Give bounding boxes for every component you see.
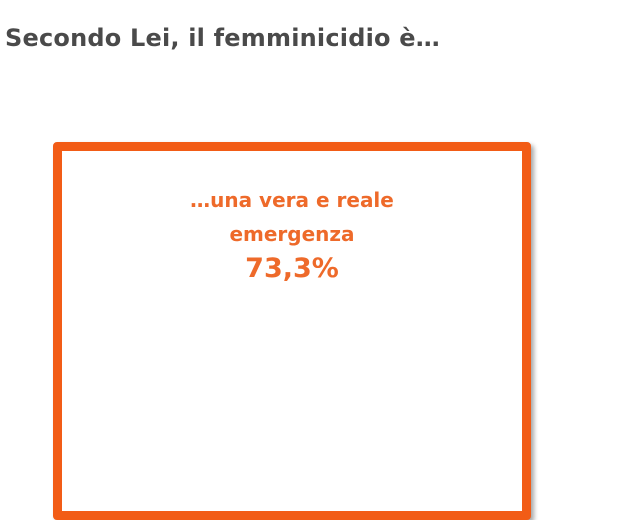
result-card: …una vera e reale emergenza 73,3% (53, 142, 531, 520)
slide-title: Secondo Lei, il femminicidio è… (5, 24, 440, 52)
answer-line-2: emergenza (229, 222, 355, 246)
answer-line-1: …una vera e reale (190, 188, 394, 212)
answer-percentage: 73,3% (245, 253, 339, 284)
answer-caption: …una vera e reale emergenza (62, 183, 522, 251)
